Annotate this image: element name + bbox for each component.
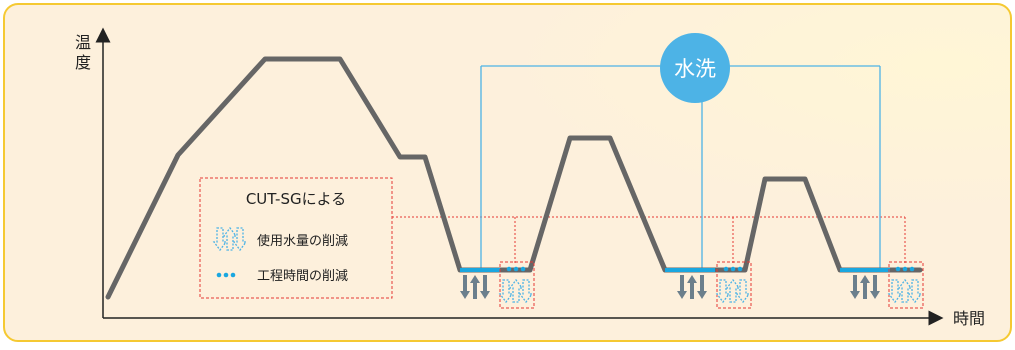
legend-item-water: 使用水量の削減: [257, 233, 348, 249]
water-flow-arrows-icon: [848, 273, 882, 301]
wash-badge: 水洗: [660, 33, 730, 103]
three-dots-icon: [506, 266, 526, 272]
y-axis-label-2: 度: [75, 53, 91, 72]
three-dots-icon: [723, 266, 743, 272]
rinse-markers-3: [848, 261, 924, 309]
wash-connectors: [480, 65, 881, 269]
wash-badge-label: 水洗: [674, 57, 716, 81]
rinse-markers-2: [675, 261, 752, 309]
y-axis-label-1: 温: [75, 33, 91, 52]
reduction-box: [716, 261, 752, 309]
x-axis-label: 時間: [953, 309, 985, 328]
legend-box: [199, 177, 393, 299]
temperature-curve: [105, 56, 923, 300]
legend-title: CUT-SGによる: [246, 190, 346, 208]
reduction-box: [888, 261, 924, 309]
panel-background: [3, 3, 1012, 342]
rinse-markers-1: [458, 261, 535, 309]
reduction-guides: [392, 216, 906, 265]
legend: CUT-SGによる 使用水量の削減 工程時間の削減: [199, 177, 393, 299]
reduction-box: [499, 261, 535, 309]
water-flow-arrows-icon: [675, 273, 709, 301]
legend-item-time: 工程時間の削減: [257, 268, 348, 284]
three-dots-icon: [216, 272, 236, 278]
water-flow-arrows-icon: [458, 273, 492, 301]
three-dots-icon: [895, 266, 915, 272]
